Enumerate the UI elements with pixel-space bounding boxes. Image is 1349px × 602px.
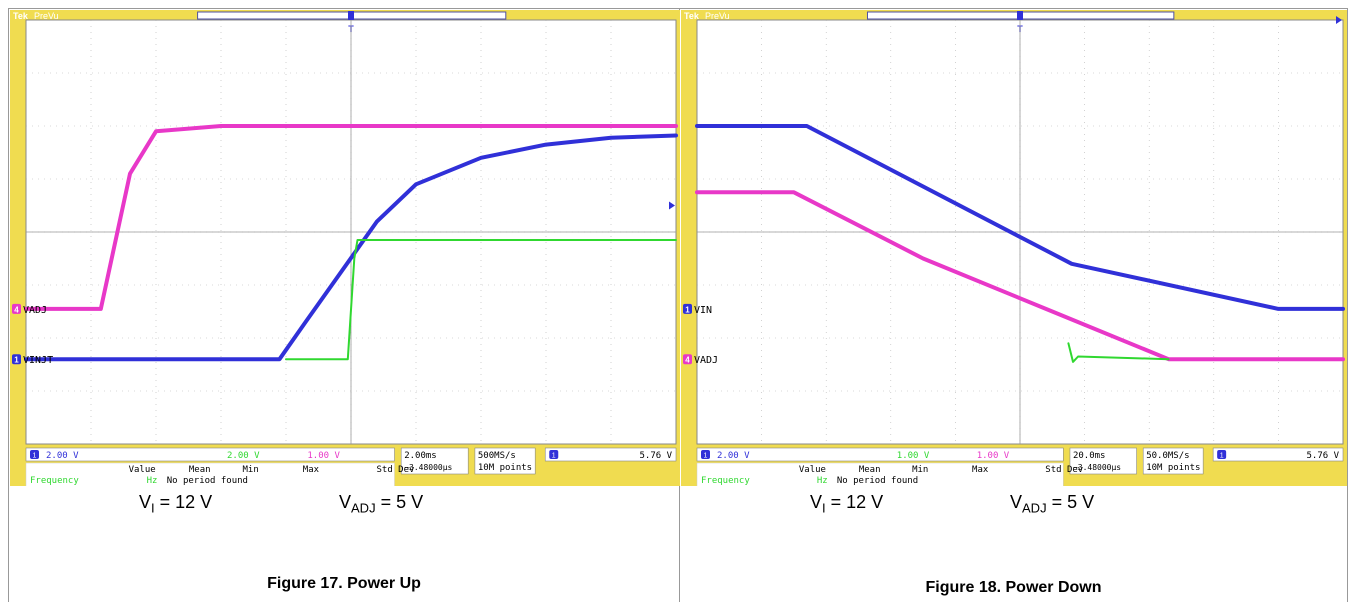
record-points: 10M points [1146,463,1200,473]
ch3-scale: 2.00 V [227,451,260,461]
rate-box [1142,447,1204,475]
meas-header: Mean [859,465,881,475]
meas-value: Hz [147,476,158,486]
ch1-badge [701,450,710,459]
channel-marker-1 [683,303,692,314]
channel-number: 4 [685,356,690,365]
trigger-ch-num: 1 [1220,453,1224,460]
channel-label: VADJ [694,355,718,366]
trigger-level: 5.76 V [1306,451,1339,461]
sample-rate: 50.0MS/s [1146,451,1189,461]
tek-logo: Tek [13,11,29,21]
measurement-box [25,462,395,486]
ch3-scale: 1.00 V [897,451,930,461]
scope-svg: TekPreVuT4VADJ1VINJT12.00 V2.00 V1.00 V2… [10,10,680,486]
ch1-badge-num: 1 [33,453,37,460]
trigger-marker [1017,11,1023,20]
channel-marker-4 [12,303,21,314]
trace-ch4 [24,124,678,311]
trigger-level-arrow [1336,16,1342,24]
trigger-level-arrow [669,201,675,210]
meas-note: No period found [167,476,248,486]
channel-label: VINJT [23,355,53,366]
meas-header: Std Dev [1045,465,1083,475]
meas-label: Frequency [701,476,750,486]
channel-marker-4 [683,354,692,365]
meas-header: Value [129,465,156,475]
trigger-ch-badge [549,450,559,459]
trigger-level: 5.76 V [639,451,672,461]
ch1-scale: 2.00 V [717,451,750,461]
tek-logo: Tek [684,11,700,21]
trace-ch1 [695,124,1345,311]
timebase: 2.00ms [404,451,437,461]
meas-header: Max [303,465,320,475]
trigger-box [544,447,677,462]
meas-header: Value [799,465,826,475]
caption-vadj: VADJ = 5 V [339,492,424,516]
trace-ch1 [24,133,678,362]
channel-number: 1 [685,305,690,314]
prevu-label: PreVu [34,11,59,21]
rate-box [474,447,536,475]
trigger-marker [348,11,354,20]
ch1-badge [30,450,39,459]
ch1-scale: 2.00 V [46,451,79,461]
meas-header: Mean [189,465,211,475]
trigger-ch-num: 1 [552,453,556,460]
channel-number: 4 [14,305,19,314]
ch1-badge-num: 1 [704,453,708,460]
scope-screen: TekPreVuT1VIN4VADJ12.00 V1.00 V1.00 V20.… [681,10,1347,486]
scope-screen: TekPreVuT4VADJ1VINJT12.00 V2.00 V1.00 V2… [10,10,680,486]
figure-18-panel: TekPreVuT1VIN4VADJ12.00 V1.00 V1.00 V20.… [680,8,1348,602]
prevu-label: PreVu [705,11,730,21]
figure-17-panel: TekPreVuT4VADJ1VINJT12.00 V2.00 V1.00 V2… [8,8,680,602]
trigger-box [1212,447,1344,462]
meas-header: Min [243,465,259,475]
timebase: 20.0ms [1073,451,1106,461]
trace-ch3 [285,239,677,361]
figure-title: Figure 18. Power Down [925,579,1102,596]
meas-header: Max [972,465,989,475]
trace-ch3 [1067,342,1170,363]
caption-vi: VI = 12 V [810,492,884,516]
channel-label: VIN [694,305,712,316]
delay: −3.48000µs [1073,463,1121,472]
ch4-scale: 1.00 V [977,451,1010,461]
channel-label: VADJ [23,305,47,316]
channel-status-box [696,447,1064,462]
ch4-scale: 1.00 V [307,451,340,461]
channel-status-box [25,447,395,462]
meas-note: No period found [837,476,918,486]
channel-marker-1 [12,354,21,365]
scope-svg: TekPreVuT1VIN4VADJ12.00 V1.00 V1.00 V20.… [681,10,1347,486]
record-points: 10M points [478,463,532,473]
sample-rate: 500MS/s [478,451,516,461]
meas-header: Min [912,465,928,475]
caption-vadj: VADJ = 5 V [1010,492,1095,516]
timebase-box [1069,447,1137,475]
trigger-ch-badge [1217,450,1227,459]
meas-header: Std Dev [377,465,415,475]
meas-value: Hz [817,476,828,486]
meas-label: Frequency [30,476,79,486]
caption-vi: VI = 12 V [139,492,213,516]
measurement-box [696,462,1064,486]
channel-number: 1 [14,356,19,365]
figure-title: Figure 17. Power Up [267,575,421,592]
delay: −3.48000µs [404,463,452,472]
timebase-box [400,447,469,475]
trace-ch4 [695,190,1345,362]
